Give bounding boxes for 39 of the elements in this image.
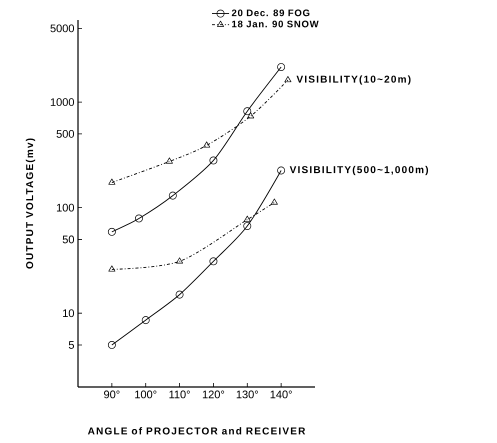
x-tick-label: 110°: [169, 390, 190, 398]
x-axis-title: ANGLE of PROJECTOR and RECEIVER: [88, 427, 306, 435]
annotation: VISIBILITY(10~20m): [296, 75, 411, 85]
x-tick-label: 90°: [104, 390, 120, 398]
y-axis-title: OUTPUT VOLTAGE(mv): [26, 138, 36, 269]
point: [108, 228, 116, 236]
y-tick-label: 5: [68, 341, 74, 349]
x-tick-label: 130°: [236, 390, 258, 398]
point: [176, 257, 184, 264]
point: [203, 141, 210, 148]
point: [134, 214, 143, 222]
point: [108, 178, 116, 185]
point: [209, 156, 218, 164]
point: [176, 290, 184, 299]
x-tick-label: 120°: [202, 390, 224, 398]
point: [108, 265, 116, 272]
annotation: VISIBILITY(500~1,000m): [290, 166, 428, 176]
point: [277, 166, 286, 174]
point: [168, 192, 177, 200]
y-tick-label: 10: [63, 309, 74, 318]
x-tick-label: 100°: [135, 390, 156, 398]
y-tick-label: 1000: [50, 98, 74, 106]
x-tick-label: 140°: [270, 390, 292, 398]
point: [243, 107, 252, 116]
legend-label: 20 Dec. 89 FOG: [232, 10, 310, 16]
y-tick-label: 100: [56, 204, 74, 212]
point: [244, 216, 251, 222]
point: [277, 63, 286, 71]
y-tick-label: 500: [56, 130, 74, 138]
point: [209, 257, 218, 266]
point: [284, 76, 292, 82]
y-tick-label: 50: [62, 236, 74, 244]
point: [142, 316, 150, 324]
point: [166, 158, 173, 164]
legend-label: 18 Jan. 90 SNOW: [232, 20, 319, 28]
point: [108, 341, 116, 349]
point: [270, 198, 278, 205]
point: [243, 222, 252, 230]
y-tick-label: 5000: [50, 24, 74, 32]
